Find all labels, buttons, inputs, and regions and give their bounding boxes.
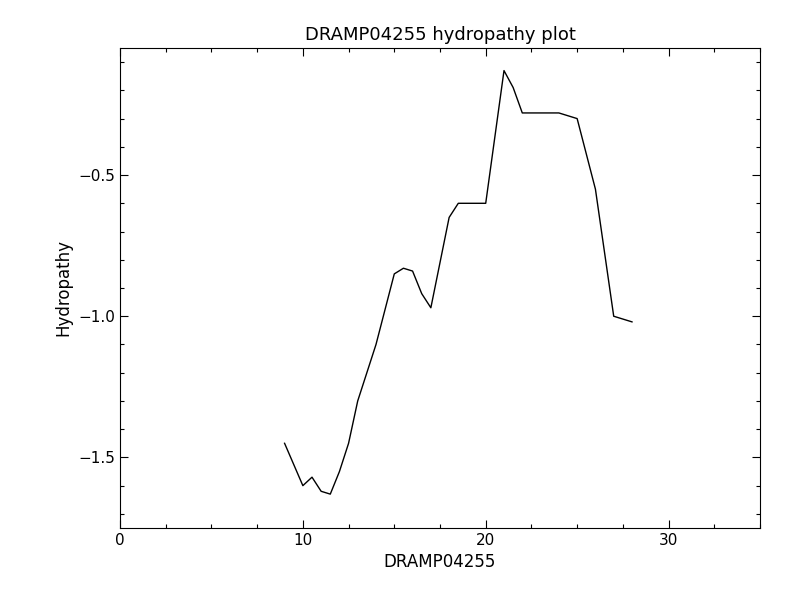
X-axis label: DRAMP04255: DRAMP04255 — [384, 553, 496, 571]
Title: DRAMP04255 hydropathy plot: DRAMP04255 hydropathy plot — [305, 26, 575, 44]
Y-axis label: Hydropathy: Hydropathy — [54, 239, 73, 337]
